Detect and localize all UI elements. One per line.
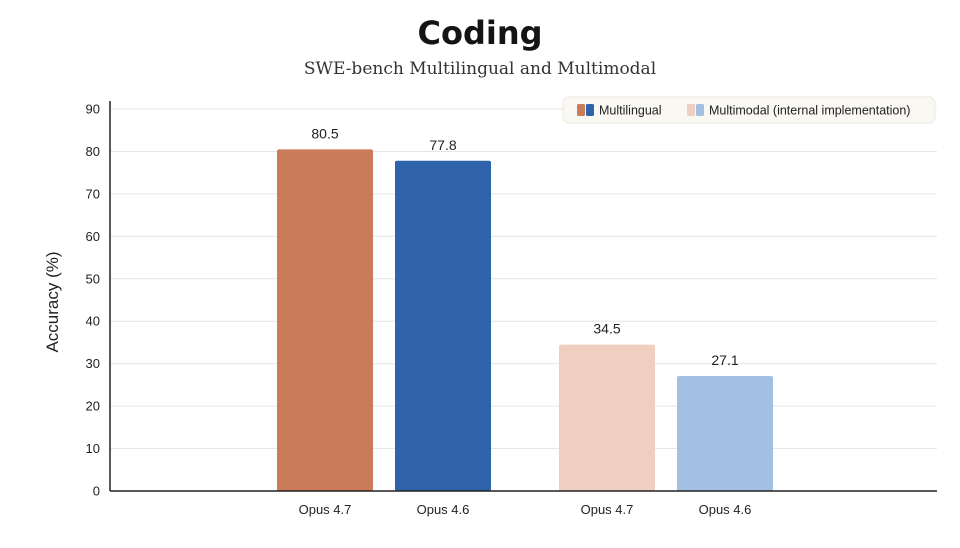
legend-label: Multimodal (internal implementation) xyxy=(709,104,910,118)
gridlines xyxy=(110,108,937,450)
x-axis-labels: Opus 4.7 Opus 4.6 Opus 4.7 Opus 4.6 xyxy=(299,502,752,517)
y-tick-label: 40 xyxy=(86,314,100,329)
y-tick-label: 20 xyxy=(86,399,100,414)
x-tick-label: Opus 4.6 xyxy=(417,502,470,517)
bar xyxy=(677,375,773,491)
x-tick-label: Opus 4.7 xyxy=(299,502,352,517)
y-tick-label: 30 xyxy=(86,356,100,371)
chart-title: Coding xyxy=(417,14,543,52)
legend-swatch xyxy=(577,104,585,116)
bar xyxy=(277,149,373,492)
bar-value-label: 77.8 xyxy=(429,137,456,153)
legend-swatch xyxy=(687,104,695,116)
y-tick-label: 50 xyxy=(86,271,100,286)
y-tick-label: 0 xyxy=(93,484,100,499)
legend-label: Multilingual xyxy=(599,104,662,118)
y-tick-label: 90 xyxy=(86,102,100,117)
x-tick-label: Opus 4.7 xyxy=(581,502,634,517)
legend: Multilingual Multimodal (internal impleme… xyxy=(562,96,936,124)
y-axis-ticks: 0 10 20 30 40 50 60 70 80 90 xyxy=(86,102,100,499)
y-tick-label: 60 xyxy=(86,229,100,244)
legend-swatch xyxy=(586,104,594,116)
bar-value-label: 27.1 xyxy=(711,352,738,368)
y-tick-label: 10 xyxy=(86,441,100,456)
bar-value-label: 34.5 xyxy=(593,321,620,337)
legend-swatch xyxy=(696,104,704,116)
chart-subtitle: SWE-bench Multilingual and Multimodal xyxy=(303,59,657,79)
y-tick-label: 70 xyxy=(86,186,100,201)
x-tick-label: Opus 4.6 xyxy=(699,502,752,517)
bar-value-label: 80.5 xyxy=(311,125,338,141)
legend-box xyxy=(562,96,936,124)
bars: 80.5 77.8 34.5 27.1 xyxy=(277,125,773,492)
bar xyxy=(395,160,491,491)
bar xyxy=(559,344,655,491)
axes xyxy=(109,101,937,492)
y-tick-label: 80 xyxy=(86,144,100,159)
y-axis-label: Accuracy (%) xyxy=(43,251,62,352)
